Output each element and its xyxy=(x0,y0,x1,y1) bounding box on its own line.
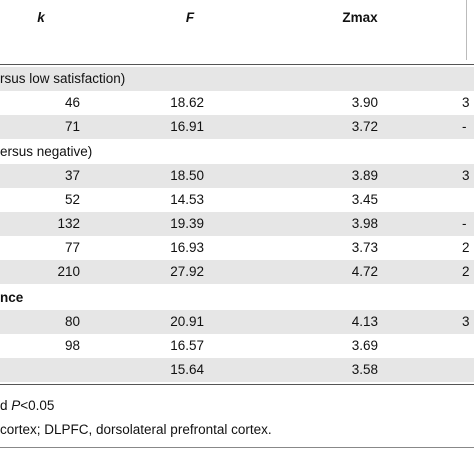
cell-extra: 3 xyxy=(462,168,470,183)
cell-k: 52 xyxy=(64,192,80,207)
cell-f: 15.64 xyxy=(170,362,204,377)
section-title: nce xyxy=(0,290,24,305)
header-zmax: Zmax xyxy=(342,10,378,25)
section-title: rsus low satisfaction) xyxy=(0,71,126,86)
cell-zmax: 3.69 xyxy=(351,338,378,353)
cell-f: 20.91 xyxy=(170,314,204,329)
table-row: 98 16.57 3.69 xyxy=(0,334,474,358)
cell-k: 46 xyxy=(64,95,80,110)
cell-zmax: 3.58 xyxy=(351,362,378,377)
cell-zmax: 3.73 xyxy=(351,240,378,255)
header-rule xyxy=(0,64,474,65)
table-row: 77 16.93 3.73 2 xyxy=(0,236,474,260)
table-header: k F Zmax xyxy=(0,10,474,34)
cell-extra: 3 xyxy=(462,314,470,329)
footnote-significance: d P<0.05 xyxy=(0,398,54,413)
table-row: 71 16.91 3.72 - xyxy=(0,115,474,139)
cell-k: 77 xyxy=(64,240,80,255)
table-row: 37 18.50 3.89 3 xyxy=(0,164,474,188)
footnote-threshold: <0.05 xyxy=(20,398,55,413)
cell-zmax: 4.13 xyxy=(351,314,378,329)
footnote-abbreviations: cortex; DLPFC, dorsolateral prefrontal c… xyxy=(0,422,272,437)
cell-extra: 3 xyxy=(462,95,470,110)
header-divider xyxy=(466,0,467,60)
cell-k: 80 xyxy=(64,314,80,329)
cell-k: 37 xyxy=(64,168,80,183)
cell-extra: - xyxy=(462,119,467,134)
cell-zmax: 3.98 xyxy=(351,216,378,231)
cell-zmax: 3.89 xyxy=(351,168,378,183)
section-title-row: nce xyxy=(0,286,474,310)
footnote-prefix: d xyxy=(0,398,12,413)
cell-extra: - xyxy=(462,216,467,231)
table-row: 210 27.92 4.72 2 xyxy=(0,260,474,284)
cell-extra: 2 xyxy=(462,264,470,279)
header-k: k xyxy=(37,10,45,25)
header-f: F xyxy=(185,10,195,25)
cell-k: 210 xyxy=(57,264,80,279)
cell-zmax: 4.72 xyxy=(351,264,378,279)
cell-extra: 2 xyxy=(462,240,470,255)
cell-k: 71 xyxy=(64,119,80,134)
cell-f: 16.57 xyxy=(170,338,204,353)
table-row: 80 20.91 4.13 3 xyxy=(0,310,474,334)
cell-k: 98 xyxy=(64,338,80,353)
table-row: 15.64 3.58 xyxy=(0,358,474,382)
section-title-row: rsus low satisfaction) xyxy=(0,67,474,91)
cell-f: 16.91 xyxy=(170,119,204,134)
section-title-row: ersus negative) xyxy=(0,140,474,164)
cell-k: 132 xyxy=(57,216,80,231)
table-row: 132 19.39 3.98 - xyxy=(0,212,474,236)
cell-zmax: 3.45 xyxy=(351,192,378,207)
cell-f: 14.53 xyxy=(170,192,204,207)
cell-f: 18.62 xyxy=(170,95,204,110)
table-row: 46 18.62 3.90 3 xyxy=(0,91,474,115)
cell-f: 18.50 xyxy=(170,168,204,183)
table-bottom-rule xyxy=(0,384,474,385)
cell-f: 27.92 xyxy=(170,264,204,279)
table-row: 52 14.53 3.45 xyxy=(0,188,474,212)
cell-f: 16.93 xyxy=(170,240,204,255)
cell-zmax: 3.72 xyxy=(351,119,378,134)
cell-zmax: 3.90 xyxy=(351,95,378,110)
footnote-bottom-rule xyxy=(0,447,474,448)
section-title: ersus negative) xyxy=(0,144,93,159)
footnote-p-symbol: P xyxy=(11,398,21,413)
cell-f: 19.39 xyxy=(170,216,204,231)
